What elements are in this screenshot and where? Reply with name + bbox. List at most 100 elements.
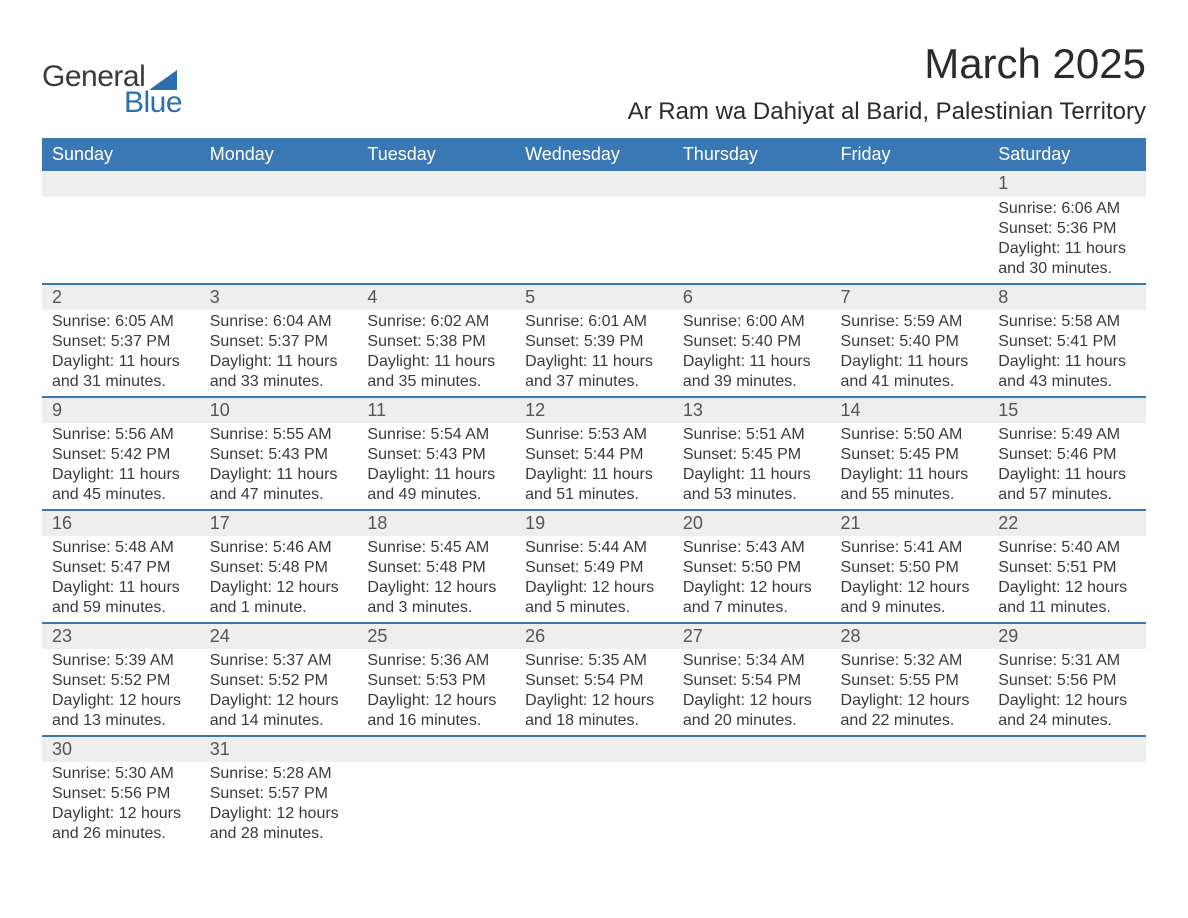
daylight-text: Daylight: 12 hours and 1 minute. xyxy=(210,578,348,618)
day-detail-cell: Sunrise: 5:35 AMSunset: 5:54 PMDaylight:… xyxy=(515,649,673,736)
daylight-text: Daylight: 11 hours and 57 minutes. xyxy=(998,465,1136,505)
day-number-cell: 15 xyxy=(988,397,1146,423)
daylight-text: Daylight: 12 hours and 5 minutes. xyxy=(525,578,663,618)
sunrise-text: Sunrise: 5:59 AM xyxy=(841,312,979,332)
calendar-detail-row: Sunrise: 5:39 AMSunset: 5:52 PMDaylight:… xyxy=(42,649,1146,736)
calendar-detail-row: Sunrise: 5:48 AMSunset: 5:47 PM Daylight:… xyxy=(42,536,1146,623)
calendar-daynum-row: 9101112131415 xyxy=(42,397,1146,423)
day-detail-cell: Sunrise: 5:50 AMSunset: 5:45 PMDaylight:… xyxy=(831,423,989,510)
sunrise-text: Sunrise: 5:28 AM xyxy=(210,764,348,784)
day-number-cell: 31 xyxy=(200,736,358,762)
daylight-text: Daylight: 11 hours and 47 minutes. xyxy=(210,465,348,505)
day-number-cell xyxy=(42,171,200,197)
sunset-text: Sunset: 5:37 PM xyxy=(52,332,190,352)
day-detail-cell: Sunrise: 5:54 AMSunset: 5:43 PMDaylight:… xyxy=(357,423,515,510)
daylight-text: Daylight: 11 hours and 55 minutes. xyxy=(841,465,979,505)
sunrise-text: Sunrise: 5:40 AM xyxy=(998,538,1136,558)
sunset-text: Sunset: 5:47 PM xyxy=(52,558,190,578)
sunset-text: Sunset: 5:56 PM xyxy=(52,784,190,804)
day-detail-cell: Sunrise: 5:37 AMSunset: 5:52 PMDaylight:… xyxy=(200,649,358,736)
sunrise-text: Sunrise: 5:37 AM xyxy=(210,651,348,671)
day-number-cell: 2 xyxy=(42,284,200,310)
day-number-cell xyxy=(988,736,1146,762)
day-number-cell: 21 xyxy=(831,510,989,536)
sunset-text: Sunset: 5:45 PM xyxy=(841,445,979,465)
sunset-text: Sunset: 5:53 PM xyxy=(367,671,505,691)
calendar-header-cell: Thursday xyxy=(673,138,831,171)
calendar-detail-row: Sunrise: 5:30 AMSunset: 5:56 PMDaylight:… xyxy=(42,762,1146,848)
daylight-text: Daylight: 12 hours and 22 minutes. xyxy=(841,691,979,731)
day-detail-cell: Sunrise: 6:00 AMSunset: 5:40 PMDaylight:… xyxy=(673,310,831,397)
sunset-text: Sunset: 5:36 PM xyxy=(998,219,1136,239)
sunset-text: Sunset: 5:37 PM xyxy=(210,332,348,352)
day-detail-cell: Sunrise: 6:01 AMSunset: 5:39 PMDaylight:… xyxy=(515,310,673,397)
sunset-text: Sunset: 5:49 PM xyxy=(525,558,663,578)
day-number-cell: 3 xyxy=(200,284,358,310)
calendar-header-cell: Tuesday xyxy=(357,138,515,171)
day-number-cell: 11 xyxy=(357,397,515,423)
day-detail-cell: Sunrise: 5:46 AMSunset: 5:48 PMDaylight:… xyxy=(200,536,358,623)
calendar-body: 1Sunrise: 6:06 AMSunset: 5:36 PMDaylight… xyxy=(42,171,1146,848)
title-block: March 2025 Ar Ram wa Dahiyat al Barid, P… xyxy=(628,40,1146,126)
daylight-text: Daylight: 11 hours and 37 minutes. xyxy=(525,352,663,392)
sunset-text: Sunset: 5:51 PM xyxy=(998,558,1136,578)
day-detail-cell xyxy=(515,197,673,284)
daylight-text: Daylight: 11 hours and 45 minutes. xyxy=(52,465,190,505)
sunset-text: Sunset: 5:38 PM xyxy=(367,332,505,352)
day-number-cell: 19 xyxy=(515,510,673,536)
day-detail-cell: Sunrise: 6:06 AMSunset: 5:36 PMDaylight:… xyxy=(988,197,1146,284)
sunset-text: Sunset: 5:52 PM xyxy=(52,671,190,691)
sunrise-text: Sunrise: 5:32 AM xyxy=(841,651,979,671)
sunrise-text: Sunrise: 6:04 AM xyxy=(210,312,348,332)
page-header: General Blue March 2025 Ar Ram wa Dahiya… xyxy=(42,40,1146,126)
daylight-text: Daylight: 12 hours and 16 minutes. xyxy=(367,691,505,731)
sunset-text: Sunset: 5:42 PM xyxy=(52,445,190,465)
day-detail-cell: Sunrise: 5:45 AMSunset: 5:48 PMDaylight:… xyxy=(357,536,515,623)
daylight-text: Daylight: 12 hours and 14 minutes. xyxy=(210,691,348,731)
sunrise-text: Sunrise: 5:50 AM xyxy=(841,425,979,445)
day-number-cell: 16 xyxy=(42,510,200,536)
day-number-cell xyxy=(831,171,989,197)
calendar-detail-row: Sunrise: 6:06 AMSunset: 5:36 PMDaylight:… xyxy=(42,197,1146,284)
day-detail-cell xyxy=(357,762,515,848)
day-detail-cell: Sunrise: 5:36 AMSunset: 5:53 PMDaylight:… xyxy=(357,649,515,736)
sunset-text: Sunset: 5:57 PM xyxy=(210,784,348,804)
day-detail-cell xyxy=(673,197,831,284)
day-detail-cell: Sunrise: 5:53 AMSunset: 5:44 PMDaylight:… xyxy=(515,423,673,510)
calendar-detail-row: Sunrise: 6:05 AMSunset: 5:37 PMDaylight:… xyxy=(42,310,1146,397)
day-detail-cell: Sunrise: 6:04 AMSunset: 5:37 PMDaylight:… xyxy=(200,310,358,397)
day-number-cell xyxy=(515,736,673,762)
day-number-cell: 27 xyxy=(673,623,831,649)
daylight-text: Daylight: 11 hours and 41 minutes. xyxy=(841,352,979,392)
day-detail-cell: Sunrise: 5:43 AMSunset: 5:50 PMDaylight:… xyxy=(673,536,831,623)
day-detail-cell: Sunrise: 5:34 AMSunset: 5:54 PMDaylight:… xyxy=(673,649,831,736)
sunset-text: Sunset: 5:43 PM xyxy=(210,445,348,465)
day-number-cell xyxy=(357,171,515,197)
day-number-cell: 8 xyxy=(988,284,1146,310)
daylight-text: Daylight: 11 hours and 53 minutes. xyxy=(683,465,821,505)
sunset-text: Sunset: 5:50 PM xyxy=(683,558,821,578)
sunset-text: Sunset: 5:48 PM xyxy=(210,558,348,578)
daylight-text: Daylight: 12 hours and 26 minutes. xyxy=(52,804,190,844)
sunrise-text: Sunrise: 5:49 AM xyxy=(998,425,1136,445)
day-detail-cell: Sunrise: 5:41 AMSunset: 5:50 PMDaylight:… xyxy=(831,536,989,623)
day-detail-cell xyxy=(515,762,673,848)
day-number-cell: 17 xyxy=(200,510,358,536)
sunrise-text: Sunrise: 5:43 AM xyxy=(683,538,821,558)
day-detail-cell: Sunrise: 5:30 AMSunset: 5:56 PMDaylight:… xyxy=(42,762,200,848)
sunset-text: Sunset: 5:55 PM xyxy=(841,671,979,691)
sunrise-text: Sunrise: 6:05 AM xyxy=(52,312,190,332)
calendar-table: SundayMondayTuesdayWednesdayThursdayFrid… xyxy=(42,138,1146,848)
day-number-cell xyxy=(831,736,989,762)
day-detail-cell xyxy=(42,197,200,284)
day-number-cell: 4 xyxy=(357,284,515,310)
day-detail-cell: Sunrise: 5:28 AMSunset: 5:57 PMDaylight:… xyxy=(200,762,358,848)
daylight-text: Daylight: 11 hours and 35 minutes. xyxy=(367,352,505,392)
daylight-text: Daylight: 12 hours and 7 minutes. xyxy=(683,578,821,618)
day-detail-cell xyxy=(357,197,515,284)
day-number-cell xyxy=(515,171,673,197)
daylight-text: Daylight: 12 hours and 28 minutes. xyxy=(210,804,348,844)
sunrise-text: Sunrise: 6:00 AM xyxy=(683,312,821,332)
calendar-daynum-row: 3031 xyxy=(42,736,1146,762)
sunrise-text: Sunrise: 5:48 AM xyxy=(52,538,190,558)
